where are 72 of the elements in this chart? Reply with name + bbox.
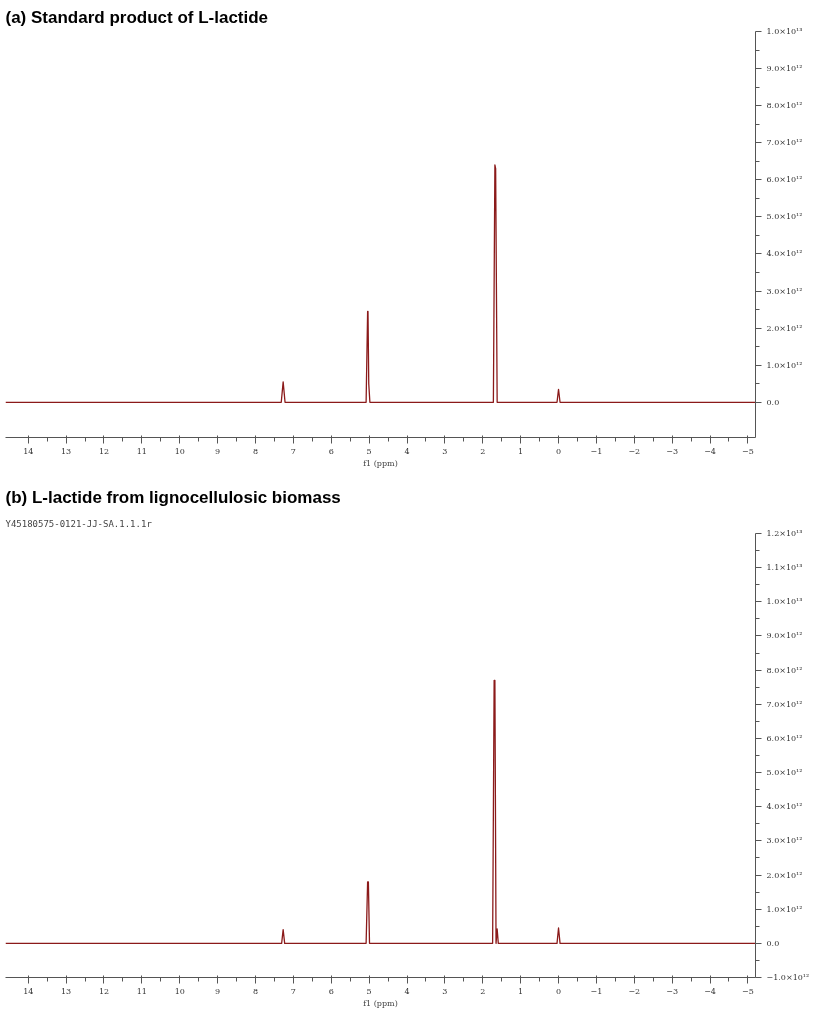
- line-series: [5, 164, 756, 403]
- y-tick-label: 1.2×10¹³: [766, 529, 803, 538]
- x-tick-label: 8: [252, 446, 259, 456]
- x-tick-label: 13: [61, 446, 72, 456]
- x-tick-label: 6: [328, 986, 334, 996]
- x-tick-label: 11: [136, 446, 147, 456]
- y-tick-label: 2.0×10¹²: [766, 870, 803, 880]
- y-tick-label: 8.0×10¹²: [766, 665, 803, 675]
- x-tick-label: 10: [174, 446, 185, 456]
- y-tick-label: 9.0×10¹²: [766, 631, 803, 641]
- x-tick-label: 9: [215, 446, 221, 456]
- y-tick-label: 8.0×10¹²: [766, 101, 803, 111]
- line-series: [5, 679, 756, 944]
- y-tick-label: 7.0×10¹²: [766, 699, 803, 709]
- x-tick-label: 1: [518, 986, 524, 996]
- x-tick-label: 1: [518, 446, 524, 456]
- x-tick-label: 7: [290, 986, 296, 996]
- x-tick-label: −4: [704, 446, 716, 456]
- y-tick-label: 1.0×10¹³: [766, 597, 803, 607]
- y-tick-label: 5.0×10¹²: [766, 212, 803, 222]
- x-tick-label: 5: [366, 986, 372, 996]
- y-tick-label: 1.0×10¹²: [766, 904, 803, 914]
- x-tick-label: 8: [252, 986, 259, 996]
- x-tick-label: −4: [704, 986, 716, 996]
- x-tick-label: 13: [61, 986, 72, 996]
- x-tick-label: 3: [442, 986, 448, 996]
- x-tick-label: 12: [98, 446, 110, 456]
- text: Y45180575-0121-JJ-SA.1.1.1r: [5, 518, 153, 529]
- x-tick-label: 2: [480, 446, 486, 456]
- x-tick-label: −1: [590, 986, 603, 996]
- x-tick-label: −5: [742, 446, 754, 456]
- y-tick-label: 1.0×10¹³: [766, 27, 803, 36]
- y-tick-label: 3.0×10¹²: [766, 286, 803, 296]
- y-tick-label: 3.0×10¹²: [766, 836, 803, 846]
- x-tick-label: 7: [290, 446, 296, 456]
- x-tick-label: −2: [628, 986, 641, 996]
- x-axis-title: f1 (ppm): [363, 458, 398, 468]
- x-tick-label: −2: [628, 446, 641, 456]
- x-tick-label: 6: [328, 446, 334, 456]
- x-tick-label: 2: [480, 986, 486, 996]
- y-tick-label: 6.0×10¹²: [766, 733, 803, 743]
- y-tick-label: 1.1×10¹³: [766, 563, 803, 573]
- y-tick-label: −1.0×10¹²: [766, 973, 810, 982]
- x-tick-label: 11: [136, 986, 147, 996]
- x-tick-label: −3: [666, 446, 679, 456]
- chart-title: (b) L-lactide from lignocellulosic biomass: [5, 487, 341, 507]
- y-tick-label: 5.0×10¹²: [766, 768, 803, 778]
- y-tick-label: 7.0×10¹²: [766, 138, 803, 148]
- y-tick-label: 6.0×10¹²: [766, 175, 803, 185]
- x-tick-label: 14: [23, 446, 34, 456]
- x-tick-label: 14: [23, 986, 34, 996]
- x-tick-label: 3: [442, 446, 448, 456]
- x-tick-label: −5: [742, 986, 754, 996]
- y-tick-label: 1.0×10¹²: [766, 360, 803, 370]
- y-tick-label: 4.0×10¹²: [766, 249, 803, 259]
- x-tick-label: 5: [366, 446, 372, 456]
- y-tick-label: 9.0×10¹²: [766, 64, 803, 74]
- x-tick-label: 0: [555, 446, 562, 456]
- x-tick-label: 12: [98, 986, 110, 996]
- y-tick-label: 0.0: [766, 938, 780, 948]
- x-tick-label: 10: [174, 986, 185, 996]
- x-tick-label: 9: [215, 986, 221, 996]
- x-tick-label: 0: [555, 986, 562, 996]
- x-axis-title: f1 (ppm): [363, 998, 398, 1008]
- x-tick-label: 4: [404, 986, 410, 996]
- x-tick-label: −1: [590, 446, 603, 456]
- x-tick-label: −3: [666, 986, 679, 996]
- chart-title: (a) Standard product of L-lactide: [5, 7, 269, 27]
- x-tick-label: 4: [404, 446, 410, 456]
- y-tick-label: 4.0×10¹²: [766, 802, 803, 812]
- y-tick-label: 2.0×10¹²: [766, 323, 803, 333]
- y-tick-label: 0.0: [766, 397, 780, 407]
